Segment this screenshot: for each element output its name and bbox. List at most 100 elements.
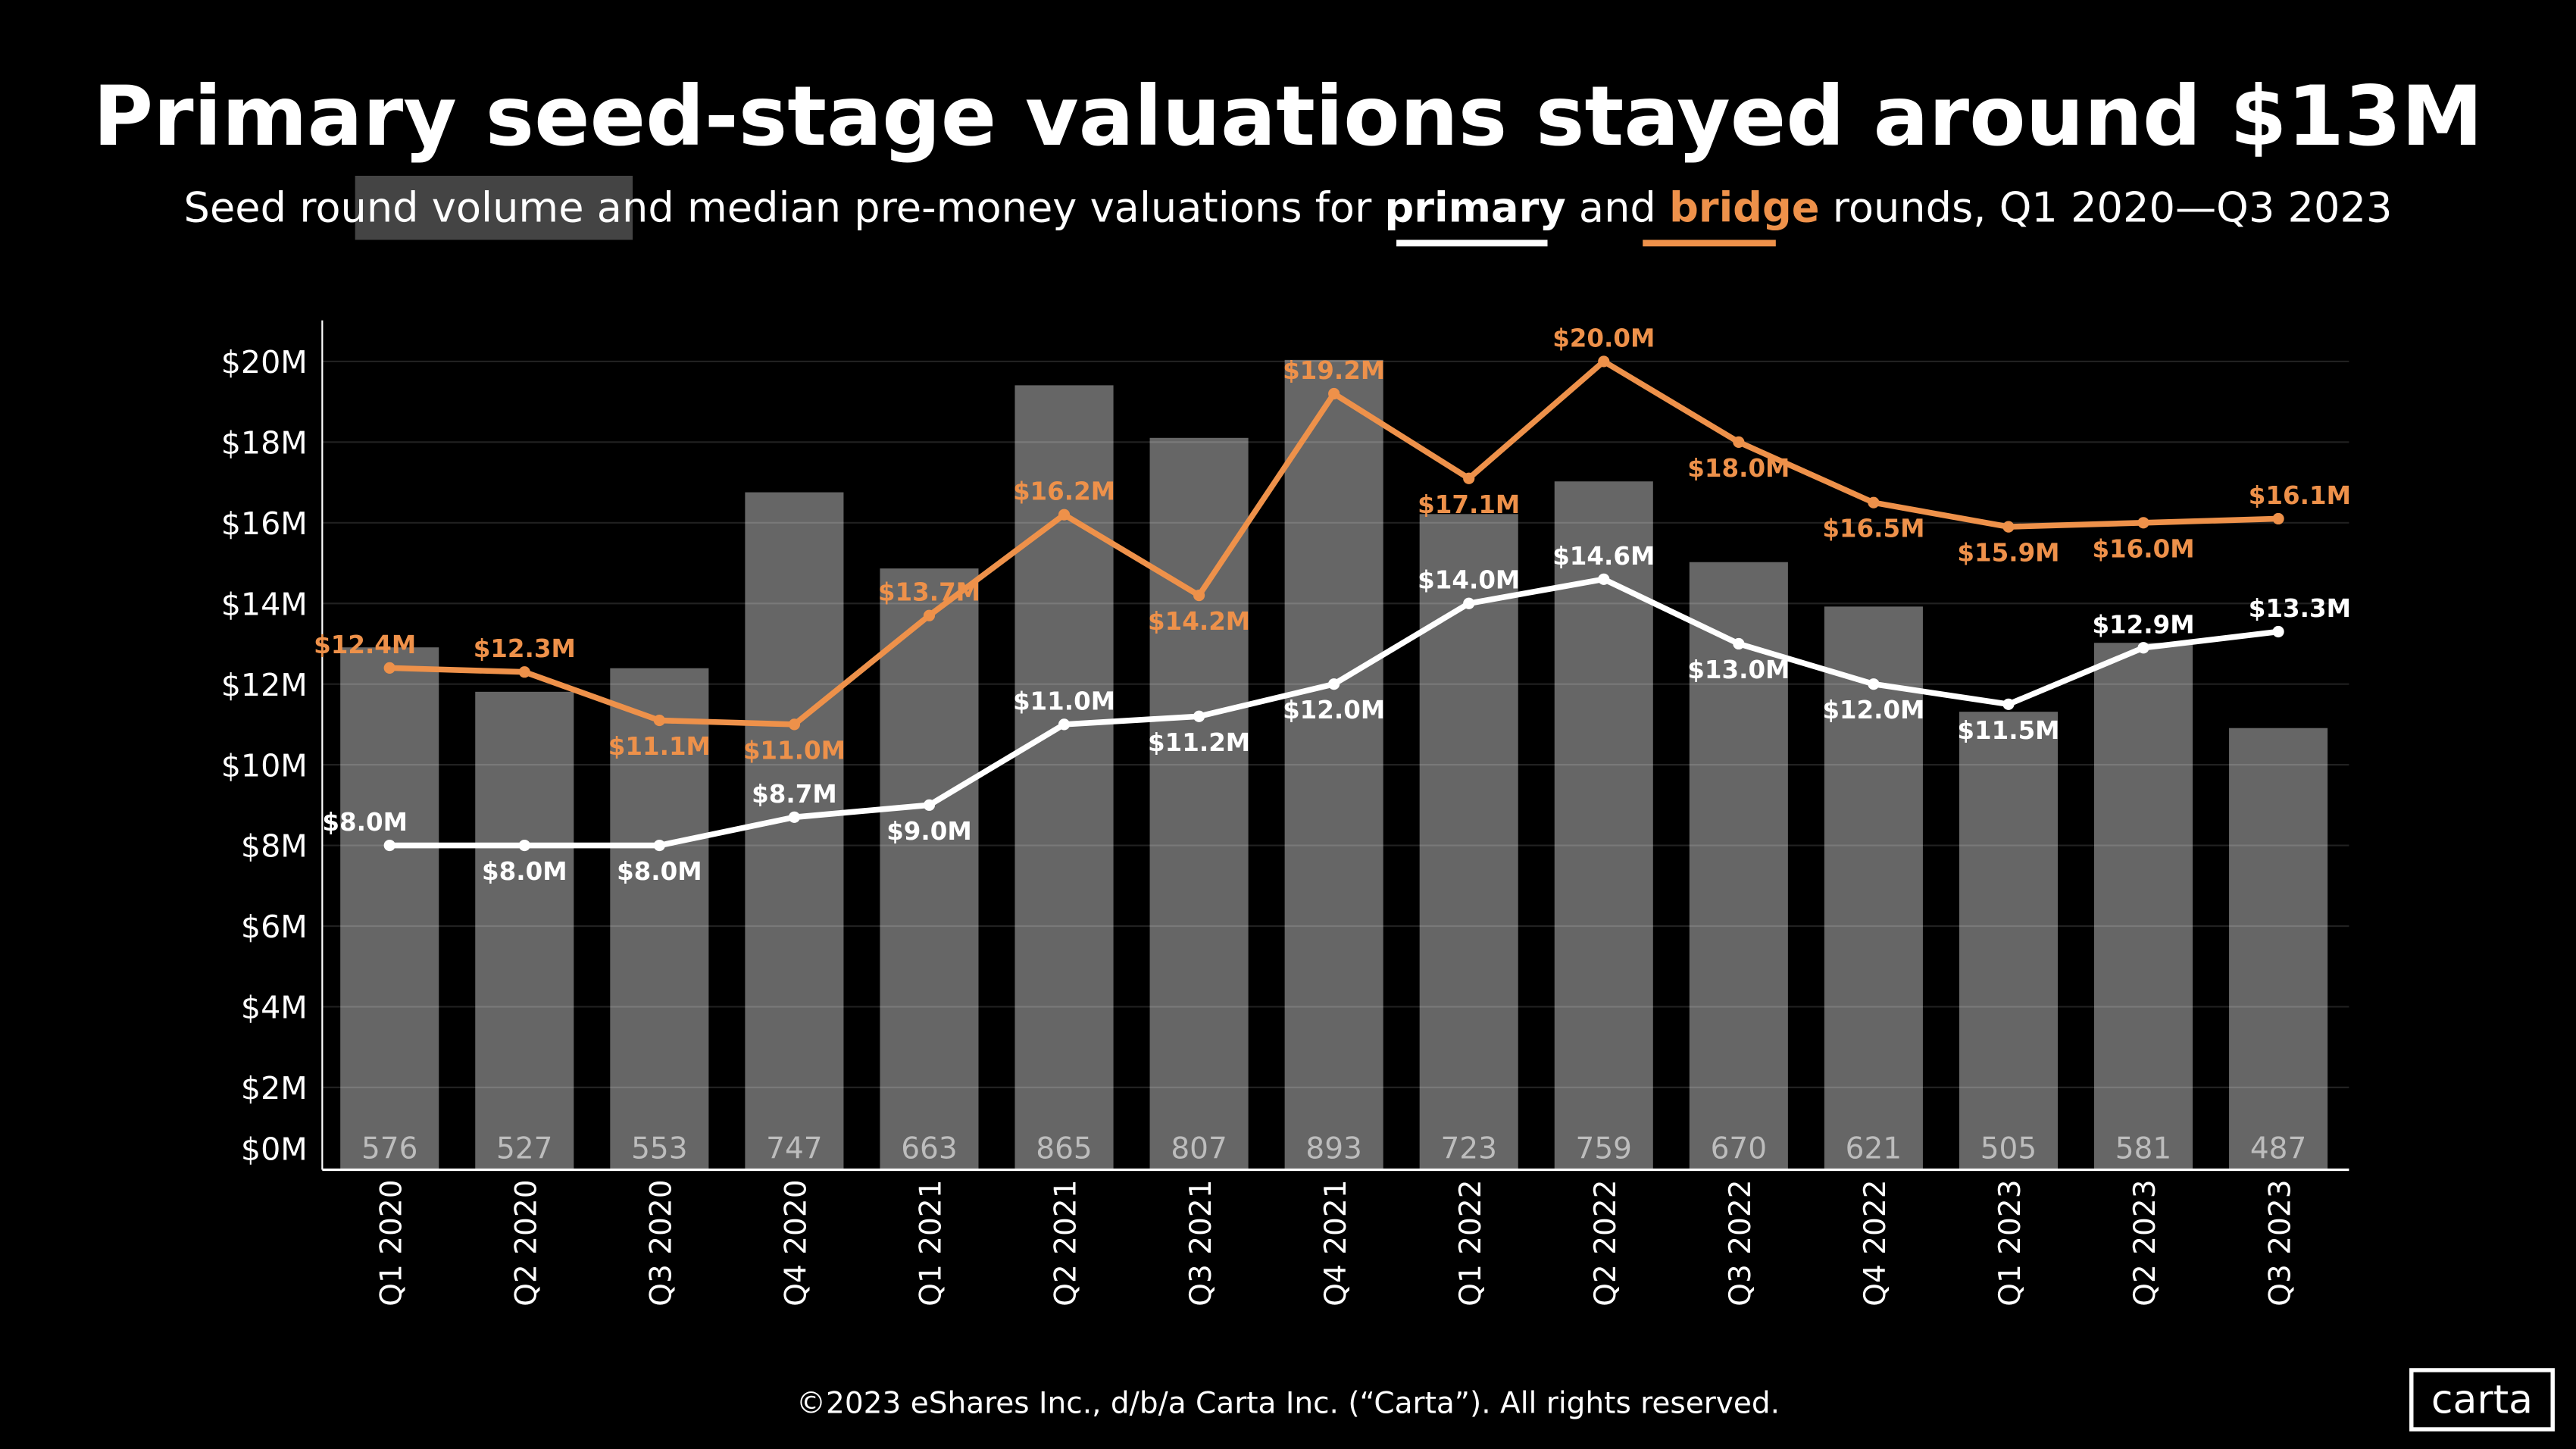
primary-data-label: $14.6M xyxy=(1552,542,1655,571)
primary-point xyxy=(1463,597,1475,609)
y-tick-label: $4M xyxy=(241,990,308,1026)
x-tick-label: Q3 2023 xyxy=(2263,1179,2297,1306)
bridge-data-label: $16.1M xyxy=(2249,481,2351,510)
bridge-point xyxy=(1328,387,1340,400)
y-tick-label: $20M xyxy=(221,344,308,380)
bridge-point xyxy=(2272,512,2284,525)
primary-data-label: $14.0M xyxy=(1418,566,1520,595)
bridge-data-label: $11.0M xyxy=(743,736,846,765)
bridge-point xyxy=(383,662,395,674)
bar-Q1-2020 xyxy=(340,647,439,1170)
x-tick-label: Q2 2023 xyxy=(2128,1179,2162,1306)
legend-primary-swatch xyxy=(1396,239,1548,247)
bridge-point xyxy=(1868,496,1880,509)
x-tick-label: Q2 2021 xyxy=(1049,1179,1083,1306)
y-tick-label: $10M xyxy=(221,747,308,784)
bar-Q4-2021 xyxy=(1284,359,1383,1170)
primary-data-label: $8.0M xyxy=(322,808,408,837)
primary-data-label: $13.0M xyxy=(1687,656,1790,684)
y-tick-label: $14M xyxy=(221,586,308,622)
bridge-data-label: $18.0M xyxy=(1687,454,1790,483)
bar-count-label: 581 xyxy=(2115,1131,2171,1166)
subtitle-part: rounds, Q1 2020—Q3 2023 xyxy=(1833,184,2393,232)
bar-count-label: 663 xyxy=(901,1131,957,1166)
primary-point xyxy=(518,839,530,852)
bar-count-label: 553 xyxy=(631,1131,687,1166)
y-tick-label: $16M xyxy=(221,505,308,542)
bar-Q1-2022 xyxy=(1419,514,1518,1170)
primary-point xyxy=(2272,625,2284,638)
subtitle-part: Seed xyxy=(184,184,286,232)
bridge-data-label: $16.2M xyxy=(1013,477,1115,506)
bar-Q3-2021 xyxy=(1149,437,1249,1170)
bridge-point xyxy=(518,666,530,678)
primary-point xyxy=(1733,637,1745,650)
primary-data-label: $9.0M xyxy=(886,817,972,846)
primary-point xyxy=(1058,718,1071,731)
x-tick-label: Q1 2021 xyxy=(914,1179,949,1306)
x-tick-label: Q1 2020 xyxy=(374,1179,408,1306)
bridge-data-label: $16.0M xyxy=(2092,534,2194,563)
primary-point xyxy=(1868,678,1880,690)
bar-count-label: 621 xyxy=(1846,1131,1902,1166)
bridge-point xyxy=(1598,355,1610,368)
y-tick-label: $12M xyxy=(221,667,308,703)
bridge-point xyxy=(1733,436,1745,448)
primary-data-label: $8.0M xyxy=(482,857,567,886)
bar-count-label: 865 xyxy=(1036,1131,1092,1166)
primary-data-label: $12.9M xyxy=(2092,610,2194,639)
x-tick-label: Q4 2021 xyxy=(1319,1179,1353,1306)
bar-count-label: 527 xyxy=(496,1131,552,1166)
y-tick-label: $0M xyxy=(241,1131,308,1167)
bar-Q2-2020 xyxy=(475,691,574,1170)
primary-data-label: $8.0M xyxy=(617,857,702,886)
x-tick-label: Q1 2022 xyxy=(1454,1179,1488,1306)
legend-primary: primary xyxy=(1384,184,1565,232)
bridge-data-label: $16.5M xyxy=(1822,515,1924,543)
bridge-data-label: $12.4M xyxy=(314,631,416,659)
x-tick-label: Q2 2020 xyxy=(509,1179,543,1306)
x-tick-label: Q1 2023 xyxy=(1993,1179,2027,1306)
chart-subtitle: Seed round volume and median pre-money v… xyxy=(184,184,2393,232)
bar-count-label: 893 xyxy=(1305,1131,1361,1166)
bar-Q3-2020 xyxy=(610,668,709,1170)
bridge-point xyxy=(653,714,665,727)
subtitle-highlight: round volume xyxy=(299,184,583,232)
bridge-point xyxy=(1193,590,1205,602)
bar-count-label: 487 xyxy=(2250,1131,2306,1166)
subtitle-part: and xyxy=(1579,184,1656,232)
bar-count-label: 747 xyxy=(766,1131,822,1166)
primary-data-label: $11.2M xyxy=(1148,728,1250,757)
primary-point xyxy=(653,839,665,852)
y-tick-label: $8M xyxy=(241,828,308,865)
y-tick-label: $6M xyxy=(241,909,308,945)
x-tick-label: Q3 2022 xyxy=(1724,1179,1758,1306)
bridge-data-label: $12.3M xyxy=(474,634,576,663)
carta-logo: carta xyxy=(2409,1368,2555,1432)
bar-count-label: 505 xyxy=(1980,1131,2037,1166)
bar-count-label: 670 xyxy=(1711,1131,1767,1166)
primary-point xyxy=(1193,710,1205,722)
bar-Q2-2023 xyxy=(2093,643,2193,1170)
bridge-data-label: $13.7M xyxy=(878,578,980,607)
primary-point xyxy=(2137,642,2149,654)
logo-text: carta xyxy=(2431,1377,2533,1422)
primary-point xyxy=(788,811,800,823)
bridge-point xyxy=(923,609,936,621)
bridge-point xyxy=(2002,521,2015,533)
subtitle-part: and median pre-money valuations for xyxy=(597,184,1372,232)
primary-point xyxy=(383,839,395,852)
bridge-point xyxy=(1463,472,1475,484)
x-tick-label: Q4 2022 xyxy=(1859,1179,1893,1306)
bridge-data-label: $11.1M xyxy=(608,732,711,761)
primary-point xyxy=(1328,678,1340,690)
bar-count-label: 576 xyxy=(361,1131,417,1166)
primary-point xyxy=(1598,573,1610,585)
y-tick-label: $2M xyxy=(241,1070,308,1106)
bar-Q1-2021 xyxy=(880,568,979,1170)
y-tick-label: $18M xyxy=(221,425,308,462)
bar-count-label: 759 xyxy=(1576,1131,1632,1166)
bar-Q4-2022 xyxy=(1824,606,1923,1170)
bar-Q1-2023 xyxy=(1959,712,2059,1170)
